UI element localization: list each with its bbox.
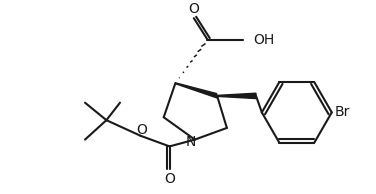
Text: O: O (136, 123, 147, 137)
Polygon shape (175, 83, 218, 98)
Text: O: O (164, 172, 175, 186)
Text: N: N (186, 135, 196, 149)
Text: Br: Br (335, 105, 350, 119)
Text: O: O (188, 2, 199, 16)
Polygon shape (217, 93, 256, 99)
Text: OH: OH (253, 33, 274, 47)
